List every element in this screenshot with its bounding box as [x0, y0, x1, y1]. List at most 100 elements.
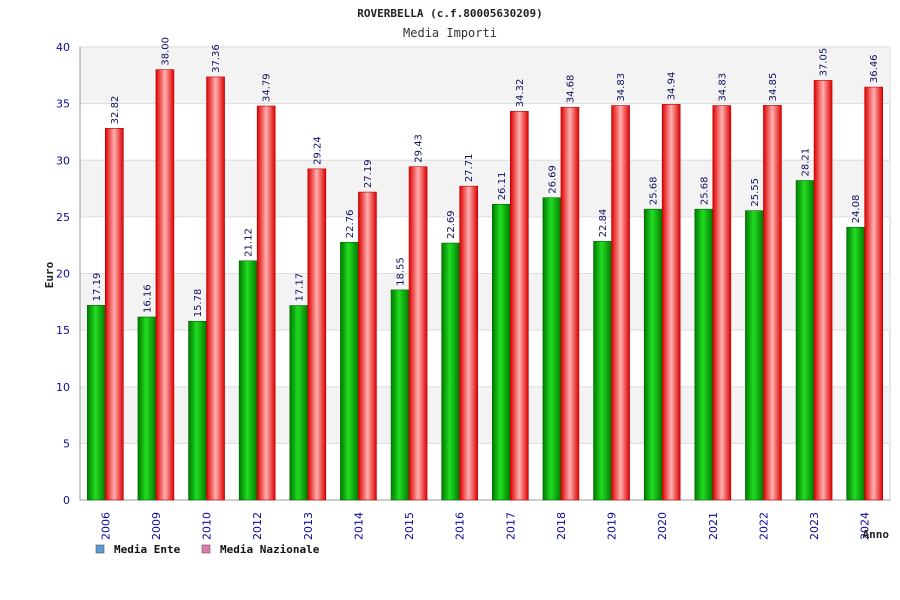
- bar-media-ente-2016: [441, 242, 460, 501]
- bar-media-ente-2014: [340, 241, 359, 501]
- value-label-media-nazionale-2013: 29.24: [312, 136, 323, 165]
- bar-media-nazionale-2013: [307, 168, 327, 501]
- value-label-media-ente-2015: 18.55: [396, 257, 407, 286]
- bar-media-nazionale-2021: [712, 105, 732, 501]
- bar-media-ente-2013: [289, 305, 309, 501]
- value-label-media-ente-2013: 17.17: [294, 273, 305, 302]
- x-tick-label-2019: 2019: [606, 512, 619, 540]
- value-label-media-nazionale-2018: 34.68: [565, 75, 576, 104]
- bar-media-nazionale-2020: [661, 104, 681, 501]
- value-label-media-ente-2024: 24.08: [851, 195, 862, 224]
- value-label-media-ente-2023: 28.21: [801, 148, 812, 177]
- value-label-media-ente-2019: 22.84: [598, 209, 609, 238]
- bar-media-nazionale-2009: [155, 69, 175, 501]
- x-tick-label-2023: 2023: [808, 512, 821, 540]
- bar-media-ente-2024: [846, 226, 865, 501]
- value-label-media-nazionale-2010: 37.36: [211, 44, 222, 73]
- y-tick-label: 25: [56, 211, 70, 224]
- bar-media-nazionale-2014: [358, 191, 377, 501]
- bars: [87, 69, 883, 501]
- y-tick-label: 40: [56, 41, 70, 54]
- chart-title: ROVERBELLA (c.f.80005630209): [357, 7, 542, 20]
- bar-media-nazionale-2018: [560, 106, 580, 501]
- value-label-media-nazionale-2016: 27.71: [464, 154, 475, 183]
- value-labels: 17.19 32.82 16.16 38.00 15.78 37.36 21.12 34.79…: [92, 37, 880, 317]
- bar-media-nazionale-2016: [459, 185, 478, 501]
- value-label-media-ente-2009: 16.16: [142, 284, 153, 313]
- value-label-media-nazionale-2024: 36.46: [869, 54, 880, 83]
- value-label-media-ente-2020: 25.68: [649, 177, 660, 206]
- value-label-media-nazionale-2022: 34.85: [768, 73, 779, 102]
- value-label-media-nazionale-2023: 37.05: [819, 48, 830, 77]
- bar-media-ente-2022: [745, 210, 764, 501]
- legend-swatch-media-ente: [95, 544, 105, 554]
- x-tick-label-2017: 2017: [504, 512, 517, 540]
- value-label-media-nazionale-2020: 34.94: [667, 72, 678, 101]
- value-label-media-nazionale-2009: 38.00: [160, 37, 171, 66]
- y-axis-label: Euro: [43, 261, 56, 288]
- value-label-media-nazionale-2012: 34.79: [262, 73, 273, 102]
- bar-media-ente-2020: [643, 208, 663, 501]
- value-label-media-ente-2006: 17.19: [92, 273, 103, 302]
- bar-media-ente-2010: [188, 320, 207, 501]
- y-tick-label: 10: [56, 381, 70, 394]
- value-label-media-ente-2018: 26.69: [547, 165, 558, 194]
- y-tick-label: 35: [56, 98, 70, 111]
- value-label-media-ente-2016: 22.69: [446, 210, 457, 239]
- value-label-media-nazionale-2006: 32.82: [110, 96, 121, 125]
- x-axis-ticks: 2006 2009 2010 2012 2013 2014 2015 2016 2017 2018…: [99, 512, 871, 540]
- bar-media-ente-2023: [795, 180, 815, 501]
- y-tick-label: 15: [56, 324, 70, 337]
- x-tick-label-2024: 2024: [859, 512, 872, 540]
- value-label-media-ente-2021: 25.68: [699, 177, 710, 206]
- value-label-media-nazionale-2019: 34.83: [616, 73, 627, 102]
- bar-media-ente-2009: [137, 316, 157, 501]
- x-tick-label-2013: 2013: [302, 512, 315, 540]
- y-tick-label: 30: [56, 154, 70, 167]
- bar-media-nazionale-2022: [763, 105, 782, 501]
- y-axis-ticks: 0 5 10 15 20 25 30 35 40: [56, 41, 70, 507]
- bar-media-ente-2006: [87, 305, 106, 501]
- x-tick-label-2010: 2010: [201, 512, 214, 540]
- value-label-media-ente-2017: 26.11: [497, 172, 508, 201]
- bar-media-ente-2012: [238, 260, 258, 501]
- bar-media-ente-2021: [694, 208, 714, 501]
- x-tick-label-2009: 2009: [150, 512, 163, 540]
- y-tick-label: 20: [56, 268, 70, 281]
- legend-label-media-nazionale: Media Nazionale: [220, 543, 320, 556]
- bar-media-nazionale-2012: [256, 105, 276, 501]
- y-tick-label: 5: [63, 437, 70, 450]
- x-tick-label-2012: 2012: [251, 512, 264, 540]
- bar-media-nazionale-2024: [864, 86, 883, 501]
- chart-subtitle: Media Importi: [403, 26, 497, 40]
- bar-media-nazionale-2006: [105, 128, 124, 501]
- bar-media-ente-2017: [492, 204, 511, 501]
- x-tick-label-2020: 2020: [656, 512, 669, 540]
- value-label-media-ente-2014: 22.76: [345, 210, 356, 239]
- value-label-media-ente-2022: 25.55: [750, 178, 761, 207]
- bar-media-ente-2015: [390, 289, 410, 501]
- bar-media-ente-2018: [542, 197, 562, 501]
- value-label-media-nazionale-2017: 34.32: [515, 79, 526, 108]
- x-tick-label-2018: 2018: [555, 512, 568, 540]
- x-tick-label-2006: 2006: [99, 512, 112, 540]
- value-label-media-nazionale-2021: 34.83: [717, 73, 728, 102]
- legend: Media Ente Media Nazionale: [95, 543, 320, 556]
- x-axis-label: Anno: [863, 528, 890, 541]
- y-tick-label: 0: [63, 494, 70, 507]
- bar-media-ente-2019: [593, 241, 612, 501]
- bar-media-nazionale-2019: [611, 105, 630, 501]
- value-label-media-nazionale-2015: 29.43: [414, 134, 425, 163]
- value-label-media-ente-2012: 21.12: [244, 228, 255, 257]
- legend-label-media-ente: Media Ente: [114, 543, 181, 556]
- value-label-media-ente-2010: 15.78: [193, 289, 204, 318]
- x-tick-label-2016: 2016: [454, 512, 467, 540]
- x-tick-label-2022: 2022: [757, 512, 770, 540]
- x-tick-label-2014: 2014: [352, 512, 365, 540]
- legend-swatch-media-nazionale: [201, 544, 211, 554]
- bar-media-nazionale-2017: [510, 111, 529, 501]
- bar-media-nazionale-2023: [813, 80, 833, 501]
- x-tick-label-2021: 2021: [707, 512, 720, 540]
- bar-media-nazionale-2015: [408, 166, 428, 501]
